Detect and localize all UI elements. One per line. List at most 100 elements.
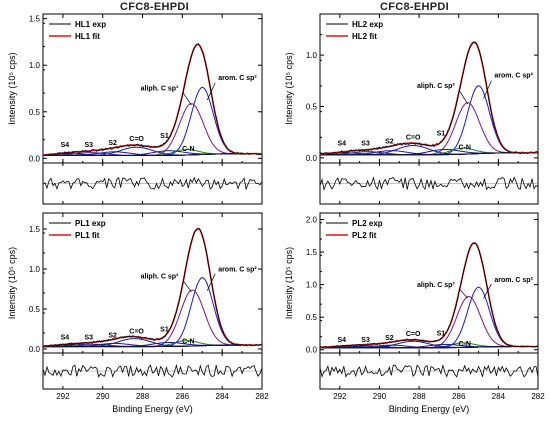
pl1-x-tick-label: 282	[255, 392, 269, 401]
pl2-component-arom-c-sp-	[320, 286, 538, 349]
pl1-peak-label: C=O	[129, 328, 144, 335]
pl2-peak-label: arom. C sp²	[494, 277, 533, 284]
pl2-peak-label: C=O	[406, 331, 421, 338]
pl2-x-tick-label: 290	[373, 392, 387, 401]
pl2-background-line	[320, 346, 538, 349]
hl1-peak-label: S3	[85, 142, 94, 149]
hl2-peak-label: S4	[338, 141, 347, 148]
pl2-x-tick-label: 282	[531, 392, 545, 401]
hl1-exp-line	[42, 43, 262, 157]
hl2-y-tick-label: 0.0	[306, 154, 318, 163]
hl2-peak-label: S1	[437, 130, 446, 137]
pl2-legend-fit-label: PL2 fit	[352, 231, 377, 240]
pl2-y-tick-label: 2.0	[306, 216, 318, 225]
pl2-exp-line	[319, 242, 539, 349]
hl2-y-tick-label: 1.0	[306, 51, 318, 60]
pl1-component-aliph-c-sp-	[43, 289, 262, 348]
pl1-residual-line	[42, 363, 263, 378]
hl2-peak-label: C=O	[406, 135, 421, 142]
pl2-y-tick-label: 1.5	[306, 248, 318, 257]
pl2-peak-label: S2	[385, 335, 394, 342]
hl1-peak-label: aliph. C sp³	[141, 85, 179, 92]
hl1-legend-exp-label: HL1 exp	[75, 20, 106, 29]
pl1-x-tick-label: 284	[216, 392, 230, 401]
hl1-y-axis-label: Intensity (10⁵ cps)	[7, 52, 17, 124]
pl2-arom-pointer	[483, 283, 492, 299]
pl1-peak-label: arom. C sp²	[218, 266, 257, 273]
pl1-arom-pointer	[206, 273, 216, 291]
hl1-legend-fit-label: HL1 fit	[75, 32, 100, 41]
pl2-aliph-pointer	[459, 288, 468, 299]
pl1-peak-label: S3	[85, 334, 94, 341]
hl2-peak-label: aliph. C sp³	[417, 83, 455, 90]
pl1-y-tick-label: 0.5	[29, 305, 41, 314]
pl2-y-axis-label: Intensity (10⁵ cps)	[284, 247, 294, 319]
hl1-background-line	[43, 153, 262, 156]
hl2-arom-pointer	[483, 80, 492, 99]
pl1-x-tick-label: 288	[136, 392, 150, 401]
pl2-peak-label: S1	[437, 330, 446, 337]
hl1-peak-label: arom. C sp²	[218, 75, 257, 82]
hl2-legend-exp-label: HL2 exp	[352, 20, 383, 29]
pl1-y-tick-label: 1.0	[29, 265, 41, 274]
hl1-aliph-pointer	[183, 92, 192, 106]
hl2-peak-label: C-N	[458, 145, 470, 152]
hl2-legend-fit-label: HL2 fit	[352, 32, 377, 41]
hl1-y-tick-label: 1.5	[29, 15, 41, 24]
pl2-fit-line	[320, 242, 538, 349]
hl1-y-tick-label: 1.0	[29, 61, 41, 70]
hl1-peak-label: C-N	[182, 146, 194, 153]
pl2-peak-label: S4	[338, 337, 347, 344]
hl1-fit-line	[42, 43, 262, 156]
pl1-peak-label: aliph. C sp³	[141, 274, 179, 281]
pl2-y-tick-label: 1.0	[306, 281, 318, 290]
pl1-y-axis-label: Intensity (10⁵ cps)	[7, 247, 17, 319]
hl2-residual-line	[319, 176, 539, 191]
pl1-aliph-pointer	[183, 280, 192, 293]
pl1-x-axis-label: Binding Energy (eV)	[112, 404, 193, 414]
hl1-peak-label: S2	[108, 140, 117, 147]
pl2-x-tick-label: 288	[412, 392, 426, 401]
hl1-residual-line	[42, 176, 263, 191]
pl1-component-arom-c-sp-	[43, 277, 262, 348]
pl2-x-axis-label: Binding Energy (eV)	[389, 404, 470, 414]
pl2-y-tick-label: 0.0	[306, 346, 318, 355]
pl1-peak-label: S4	[61, 334, 70, 341]
pl1-legend-fit-label: PL1 fit	[75, 231, 100, 240]
right-figure-title: CFC8-EHPDI	[380, 1, 450, 13]
hl1-peak-label: C=O	[129, 136, 144, 143]
pl1-peak-label: S1	[160, 326, 169, 333]
hl2-y-tick-label: 0.5	[306, 102, 318, 111]
pl2-x-tick-label: 292	[333, 392, 347, 401]
hl1-peak-label: S1	[160, 133, 169, 140]
pl1-x-tick-label: 286	[176, 392, 190, 401]
pl1-peak-label: S2	[108, 332, 117, 339]
hl2-background-line	[320, 152, 538, 156]
pl1-legend-exp-label: PL1 exp	[75, 219, 106, 228]
pl1-x-tick-label: 292	[56, 392, 70, 401]
pl1-y-tick-label: 1.5	[29, 225, 41, 234]
pl2-peak-label: C-N	[458, 341, 470, 348]
pl2-x-tick-label: 286	[452, 392, 466, 401]
pl2-residual-line	[319, 364, 539, 378]
hl1-component-arom-c-sp-	[43, 86, 262, 156]
hl1-y-tick-label: 0.5	[29, 108, 41, 117]
pl1-fit-line	[42, 227, 262, 347]
pl1-peak-label: C-N	[182, 338, 194, 345]
pl2-legend-exp-label: PL2 exp	[352, 219, 383, 228]
hl2-fit-line	[319, 41, 538, 155]
hl1-peak-label: S4	[61, 142, 70, 149]
pl1-background-line	[43, 344, 262, 347]
hl2-component-arom-c-sp-	[320, 85, 538, 156]
hl2-peak-label: S3	[361, 141, 370, 148]
pl2-peak-label: S3	[361, 337, 370, 344]
hl2-exp-line	[319, 41, 539, 157]
hl1-arom-pointer	[206, 82, 216, 101]
hl2-component-aliph-c-sp-	[320, 102, 538, 156]
pl1-exp-line	[42, 228, 263, 348]
hl2-peak-label: arom. C sp²	[494, 73, 533, 80]
hl2-peak-label: S2	[385, 139, 394, 146]
pl1-x-tick-label: 290	[96, 392, 110, 401]
left-figure-title: CFC8-EHPDI	[120, 1, 190, 13]
